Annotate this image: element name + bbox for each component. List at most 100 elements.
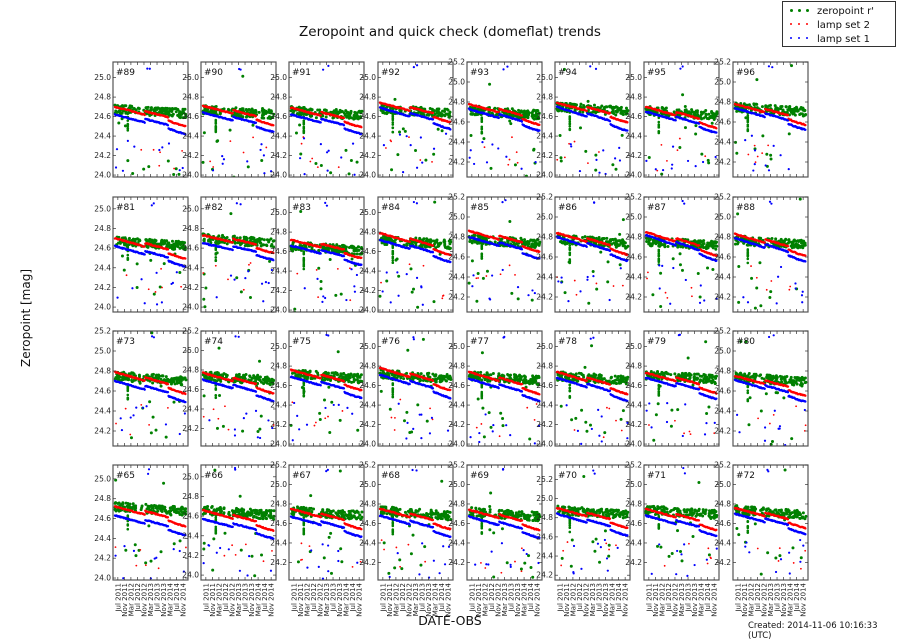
y-tick-label: 24.8: [448, 499, 465, 508]
x-tick-label: Mar 2013: [678, 583, 686, 616]
y-tick-label: 25.2: [536, 475, 553, 484]
x-tick-label: Mar 2013: [501, 583, 509, 616]
data-points: [467, 335, 541, 445]
x-axis-label: DATE-OBS: [418, 613, 482, 628]
panel-label: #96: [736, 68, 755, 78]
data-points: [467, 199, 542, 303]
y-tick-label: 24.4: [714, 407, 731, 416]
y-tick-label: 25.0: [94, 73, 111, 82]
x-tick-label: Jul 2013: [154, 583, 162, 613]
y-tick-label: 24.8: [182, 365, 199, 374]
y-tick-label: 24.8: [182, 93, 199, 102]
y-tick-label: 24.8: [536, 513, 553, 522]
x-tick-label: Nov 2014: [711, 582, 719, 616]
panel-label: #91: [292, 68, 311, 78]
y-tick-label: 25.2: [270, 461, 287, 470]
y-tick-label: 24.6: [270, 381, 287, 390]
y-tick-label: 24.4: [448, 401, 465, 410]
panel-87: 24.2 24.4 24.6 24.8 25.0 25.2 #87: [625, 193, 720, 313]
y-tick-label: 25.2: [448, 193, 465, 202]
panel-label: #78: [558, 337, 577, 347]
y-tick-label: 24.8: [270, 362, 287, 371]
y-tick-label: 25.2: [448, 58, 465, 67]
y-tick-label: 24.4: [625, 538, 642, 547]
panel-86: 24.2 24.4 24.6 24.8 25.0 25.2 #86: [536, 193, 631, 313]
data-points: [555, 469, 630, 575]
panel-label: #69: [470, 471, 489, 481]
panel-label: #88: [736, 203, 755, 213]
y-tick-label: 24.4: [536, 273, 553, 282]
panel-92: 24.0 24.2 24.4 24.6 24.8 25.0 #92: [359, 61, 454, 180]
axes-frame: [643, 330, 720, 447]
chart-title: Zeropoint and quick check (domeflat) tre…: [299, 24, 601, 40]
y-tick-label: 24.8: [270, 499, 287, 508]
y-tick-label: 24.0: [448, 440, 465, 449]
y-tick-label: 24.8: [448, 362, 465, 371]
y-tick-label: 24.6: [448, 519, 465, 528]
x-tick-label: Nov 2013: [248, 583, 256, 617]
x-tick-label: Jul 2012: [134, 583, 142, 613]
y-tick-label: 24.6: [182, 244, 199, 253]
y-tick-label: 24.2: [359, 286, 376, 295]
y-tick-label: 24.6: [270, 519, 287, 528]
y-tick-label: 24.4: [448, 538, 465, 547]
y-tick-label: 24.0: [536, 440, 553, 449]
x-tick-label: Nov 2012: [671, 583, 679, 617]
x-tick-label: Mar 2013: [412, 583, 420, 616]
y-tick-label: 24.6: [94, 244, 111, 253]
y-tick-label: 25.0: [536, 494, 553, 503]
y-tick-label: 24.8: [359, 499, 376, 508]
data-points: [733, 468, 808, 576]
data-points: [201, 335, 276, 440]
y-tick-label: 25.2: [714, 461, 731, 470]
panel-label: #71: [647, 471, 666, 481]
x-tick-label: Mar 2012: [569, 583, 577, 616]
y-tick-label: 24.4: [270, 401, 287, 410]
x-tick-label: Jul 2014: [261, 582, 269, 612]
y-tick-label: 25.0: [270, 342, 287, 351]
y-tick-label: 24.2: [182, 424, 199, 433]
y-tick-label: 24.4: [270, 132, 287, 141]
legend-item-zeropoint: zeropoint r': [789, 4, 874, 18]
axes-frame: [732, 464, 809, 581]
x-tick-label: Jul 2014: [173, 582, 181, 612]
y-tick-label: 24.0: [182, 171, 199, 180]
data-points: [201, 67, 276, 177]
y-tick-label: 24.2: [625, 151, 642, 160]
panel-label: #82: [204, 203, 223, 213]
x-tick-label: Jul 2012: [399, 583, 407, 613]
y-tick-label: 24.2: [94, 554, 111, 563]
y-tick-label: 25.0: [182, 204, 199, 213]
y-tick-label: 24.6: [359, 247, 376, 256]
y-tick-label: 24.8: [625, 362, 642, 371]
panel-79: 24.0 24.2 24.4 24.6 24.8 25.0 #79: [625, 330, 720, 449]
y-tick-label: 24.6: [359, 112, 376, 121]
x-tick-label: Mar 2013: [767, 583, 775, 616]
y-tick-label: 24.4: [536, 552, 553, 561]
x-tick-label: Nov 2014: [622, 582, 630, 616]
axes-frame: [112, 61, 189, 178]
legend-item-lamp-set-1: lamp set 1: [789, 32, 870, 46]
y-tick-label: 25.0: [536, 342, 553, 351]
x-tick-label: Nov 2012: [494, 583, 502, 617]
data-points: [113, 67, 188, 176]
y-tick-label: 25.0: [714, 347, 731, 356]
y-tick-label: 24.8: [359, 362, 376, 371]
x-tick-label: Jul 2011: [556, 583, 564, 613]
y-tick-label: 24.6: [714, 387, 731, 396]
x-tick-label: Mar 2014: [609, 582, 617, 616]
blue-marker-icon: [789, 34, 811, 44]
y-tick-label: 24.2: [359, 151, 376, 160]
axes-frame: [466, 330, 543, 447]
y-tick-label: 24.4: [270, 538, 287, 547]
x-tick-label: Jul 2013: [774, 583, 782, 613]
x-tick-label: Jul 2013: [685, 583, 693, 613]
y-tick-label: 24.2: [625, 420, 642, 429]
y-tick-label: 25.0: [359, 480, 376, 489]
y-tick-label: 24.8: [625, 93, 642, 102]
panel-88: 24.2 24.4 24.6 24.8 25.0 25.2 #88: [714, 193, 809, 313]
y-tick-label: 24.8: [359, 93, 376, 102]
y-tick-label: 24.0: [182, 303, 199, 312]
y-tick-label: 24.8: [714, 499, 731, 508]
